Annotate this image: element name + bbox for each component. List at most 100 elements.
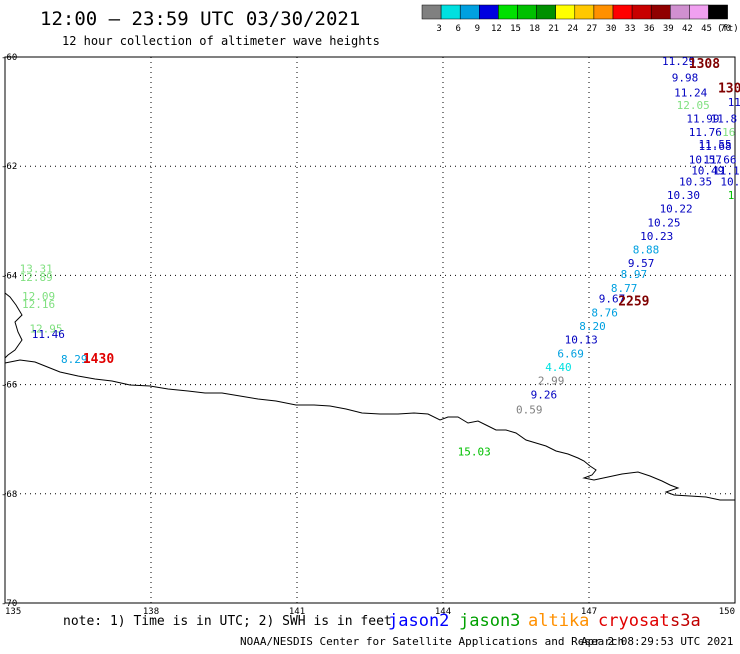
swh-value: 10.49 [691, 164, 724, 177]
color-scale-swatch [421, 4, 442, 20]
longitude-label: 144 [435, 607, 451, 617]
color-scale-tick: 18 [529, 24, 540, 34]
color-scale-tick: 24 [567, 24, 578, 34]
longitude-label: 135 [5, 607, 21, 617]
color-scale-swatch [555, 4, 576, 20]
color-scale-swatch [593, 4, 614, 20]
lat-lon-grid [5, 57, 735, 603]
satellite-name-altika: altika [528, 611, 589, 631]
color-scale-swatch [612, 4, 633, 20]
latitude-label: -66 [1, 381, 17, 391]
swh-value: 8.77 [611, 282, 638, 295]
color-scale-tick: 15 [510, 24, 521, 34]
latitude-label: -70 [1, 599, 17, 609]
map-title: 12:00 – 23:59 UTC 03/30/2021 [40, 8, 360, 30]
swh-value: 8.97 [621, 268, 648, 281]
color-scale-tick: 21 [548, 24, 559, 34]
pass-time-label: 1430 [83, 352, 114, 367]
color-scale-tick: 9 [475, 24, 480, 34]
satellite-name-jason2: jason2 [388, 611, 449, 631]
map-subtitle: 12 hour collection of altimeter wave hei… [62, 34, 380, 48]
color-scale-tick: 30 [606, 24, 617, 34]
satellite-legend: jason2 jason3 altika cryosat s3a [388, 611, 701, 631]
swh-value: 11.76 [689, 126, 722, 139]
color-scale-tick: 33 [625, 24, 636, 34]
satellite-name-s3a: s3a [670, 611, 701, 631]
color-scale-bar [421, 4, 728, 20]
color-scale-swatch [708, 4, 728, 20]
pass-time-label: 2259 [618, 294, 649, 309]
color-scale-swatch [689, 4, 709, 20]
swh-value: 11.99 [686, 113, 719, 126]
swh-value: 10.35 [679, 175, 712, 188]
color-scale-tick: 42 [682, 24, 693, 34]
color-scale-swatch [574, 4, 595, 20]
longitude-labels: 135 138 141 144 147 150 [5, 607, 735, 617]
pass-time-label: 1308 [689, 57, 720, 72]
swh-value: 9.67 [599, 293, 626, 306]
generated-timestamp: Apr 2 08:29:53 UTC 2021 [581, 635, 733, 648]
swh-value: 9.57 [628, 257, 655, 270]
swh-value: 10.23 [640, 230, 673, 243]
color-scale-swatch [517, 4, 537, 20]
swh-observations: 11.299.9811.2411.12.0511.9911.811.76.161… [20, 55, 740, 458]
color-scale-swatch [536, 4, 556, 20]
color-scale-tick: 12 [491, 24, 502, 34]
swh-value: 12.89 [20, 271, 53, 284]
longitude-label: 150 [719, 607, 735, 617]
latitude-label: -60 [1, 53, 17, 63]
color-scale-swatch [650, 4, 671, 20]
swh-value: 4.40 [545, 361, 572, 374]
color-scale-tick: 27 [586, 24, 597, 34]
longitude-label: 141 [289, 607, 305, 617]
map-frame [4, 56, 736, 604]
swh-value: 11.8 [711, 113, 738, 126]
swh-value: 1 [728, 189, 735, 202]
color-scale-swatch [631, 4, 652, 20]
longitude-label: 147 [581, 607, 597, 617]
color-scale-swatch [670, 4, 690, 20]
color-scale-tick: 70 [720, 24, 731, 34]
swh-value: 9.98 [672, 72, 699, 85]
pass-time-label: 1307 [718, 81, 740, 96]
color-scale-unit: (ft) [717, 24, 739, 34]
color-scale-swatch [440, 4, 461, 20]
color-scale-labels: 3 6 9 12 15 18 21 24 27 30 33 36 39 42 45 70 [436, 24, 731, 34]
color-scale-tick: 39 [663, 24, 674, 34]
color-scale-tick: 3 [436, 24, 441, 34]
antarctic-coastline [4, 292, 735, 501]
swh-value: 11.29 [662, 55, 695, 68]
swh-value: 10.25 [647, 216, 680, 229]
credit-text: NOAA/NESDIS Center for Satellite Applica… [240, 635, 624, 648]
swh-value: 8.76 [591, 306, 618, 319]
swh-value: 8.88 [633, 244, 660, 257]
swh-value: 9.26 [531, 388, 558, 401]
latitude-label: -62 [1, 162, 17, 172]
swh-value: 13.31 [20, 263, 53, 276]
swh-value: 8.29 [61, 353, 88, 366]
pass-time-labels: 1308 1307 2259 1430 [83, 57, 740, 367]
color-scale-swatch [498, 4, 518, 20]
swh-value: .16 [716, 126, 736, 139]
color-scale-tick: 36 [644, 24, 655, 34]
swh-value: 11.10 [713, 164, 740, 177]
swh-value: 12.05 [677, 99, 710, 112]
swh-value: 10.57 [689, 153, 722, 166]
swh-value: 12.09 [22, 290, 55, 303]
swh-value: 10. [720, 175, 740, 188]
latitude-labels: -60 -62 -64 -66 -68 -70 [1, 53, 17, 609]
swh-value: 15.03 [458, 446, 491, 459]
swh-value: 11.55 [699, 138, 732, 151]
swh-value: 11.46 [32, 328, 65, 341]
swh-value: 11.24 [674, 86, 707, 99]
swh-value: 12.16 [22, 298, 55, 311]
latitude-label: -68 [1, 490, 17, 500]
swh-value: 11.66 [703, 153, 736, 166]
swh-value: 2.99 [538, 375, 565, 388]
swh-value: 10.13 [565, 334, 598, 347]
swh-value: 11. [728, 96, 740, 109]
swh-value: 8.20 [579, 320, 606, 333]
swh-value: 10.22 [660, 203, 693, 216]
